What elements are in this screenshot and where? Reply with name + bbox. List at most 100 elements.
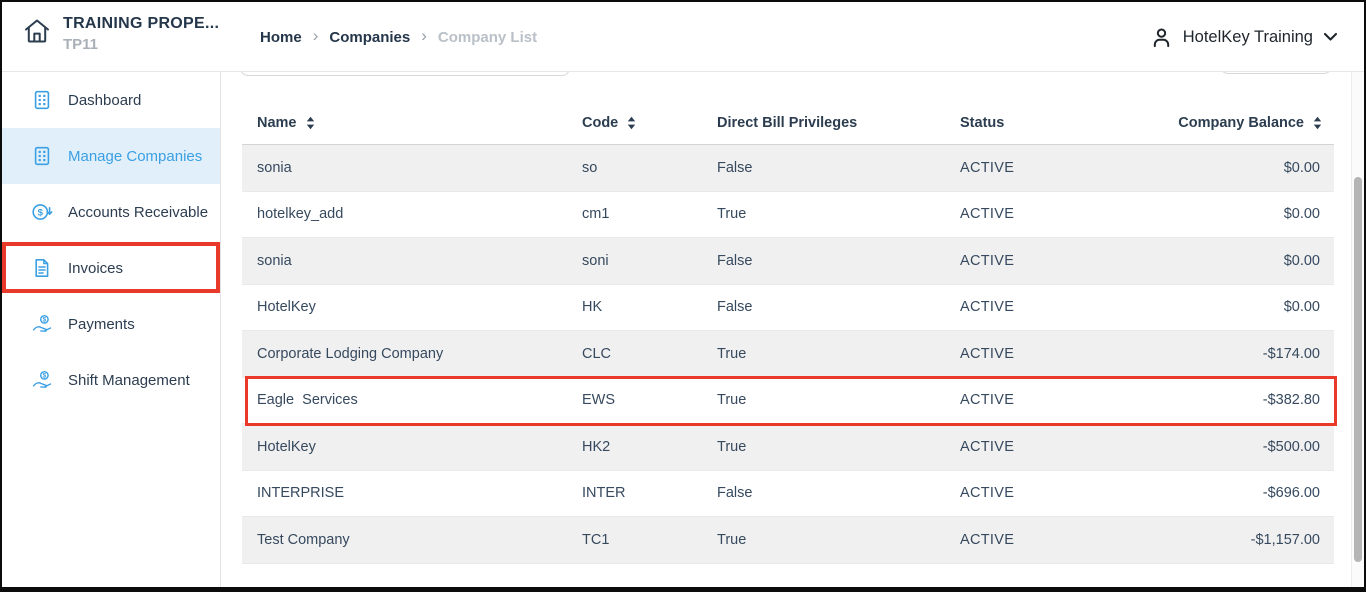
main-content: Name Code Direct Bill Privileges Status …	[222, 72, 1364, 587]
sidebar-item-label: Invoices	[68, 259, 124, 277]
sort-icon[interactable]	[306, 116, 315, 130]
cell-code: TC1	[582, 531, 610, 548]
person-icon	[1150, 26, 1173, 49]
table-row[interactable]: sonia soni False ACTIVE $0.00	[242, 238, 1334, 285]
sort-icon[interactable]	[627, 116, 636, 130]
home-icon	[22, 16, 52, 51]
sidebar-item-manage-companies[interactable]: Manage Companies	[2, 128, 220, 184]
cell-direct-bill-privileges: True	[717, 531, 747, 548]
cell-code: soni	[582, 252, 609, 269]
cell-name: hotelkey_add	[257, 206, 344, 223]
column-header-name[interactable]: Name	[242, 115, 567, 131]
sort-icon[interactable]	[1313, 116, 1322, 130]
sidebar-item-invoices[interactable]: Invoices	[2, 240, 220, 296]
sidebar-item-label: Manage Companies	[68, 147, 203, 165]
column-header-label: Direct Bill Privileges	[717, 115, 858, 131]
scrollbar[interactable]	[1351, 72, 1364, 587]
property-name: TRAINING PROPE...	[63, 15, 220, 32]
svg-text:$: $	[43, 317, 47, 324]
cell-company-balance: -$174.00	[1262, 345, 1320, 362]
cell-company-balance: -$696.00	[1262, 485, 1320, 502]
table-row[interactable]: Corporate Lodging Company CLC True ACTIV…	[242, 331, 1334, 378]
cell-status: ACTIVE	[960, 345, 1015, 362]
cell-name: HotelKey	[257, 438, 316, 455]
cell-direct-bill-privileges: False	[717, 299, 753, 316]
cell-company-balance: -$1,157.00	[1250, 531, 1320, 548]
cell-direct-bill-privileges: True	[717, 206, 747, 223]
table-row[interactable]: sonia so False ACTIVE $0.00	[242, 145, 1334, 192]
cell-code: INTER	[582, 485, 626, 502]
hand-coin-icon: $	[31, 369, 53, 391]
building-icon	[31, 145, 53, 167]
column-header-label: Company Balance	[1178, 115, 1304, 131]
toolbar-button-partial[interactable]	[1220, 72, 1332, 74]
cell-company-balance: $0.00	[1283, 299, 1320, 316]
cell-status: ACTIVE	[960, 252, 1015, 269]
scrollbar-thumb[interactable]	[1354, 177, 1362, 562]
column-header-direct-bill-privileges: Direct Bill Privileges	[702, 115, 945, 131]
cell-name: Corporate Lodging Company	[257, 345, 444, 362]
sidebar-item-label: Dashboard	[68, 91, 142, 109]
table-body: sonia so False ACTIVE $0.00 hotelkey_add…	[242, 145, 1337, 564]
sidebar-item-dashboard[interactable]: Dashboard	[2, 72, 220, 128]
building-icon	[31, 89, 53, 111]
dollar-circle-icon: $	[31, 201, 53, 223]
cell-name: Test Company	[257, 531, 350, 548]
column-header-label: Name	[257, 115, 297, 131]
sidebar-item-label: Payments	[68, 315, 135, 333]
cell-status: ACTIVE	[960, 531, 1015, 548]
table-header-row: Name Code Direct Bill Privileges Status …	[242, 102, 1334, 145]
cell-name: HotelKey	[257, 299, 316, 316]
cell-direct-bill-privileges: True	[717, 345, 747, 362]
column-header-label: Status	[960, 115, 1005, 131]
cell-code: cm1	[582, 206, 610, 223]
table-row[interactable]: Eagle Services EWS True ACTIVE -$382.80	[242, 375, 1337, 426]
cell-code: EWS	[582, 392, 616, 409]
cell-direct-bill-privileges: False	[717, 485, 753, 502]
table-row[interactable]: Test Company TC1 True ACTIVE -$1,157.00	[242, 517, 1334, 564]
sidebar-item-label: Shift Management	[68, 371, 190, 389]
sidebar-item-payments[interactable]: $ Payments	[2, 296, 220, 352]
cell-status: ACTIVE	[960, 206, 1015, 223]
table-row[interactable]: HotelKey HK False ACTIVE $0.00	[242, 284, 1334, 331]
sidebar-nav: Dashboard Manage Companies $ Accounts Re…	[2, 72, 221, 587]
table-row[interactable]: HotelKey HK2 True ACTIVE -$500.00	[242, 424, 1334, 471]
breadcrumb-company-list: Company List	[437, 28, 538, 46]
user-menu[interactable]: HotelKey Training	[1150, 2, 1338, 72]
search-input[interactable]	[240, 72, 570, 76]
top-bar: TRAINING PROPE... TP11 Home › Companies …	[2, 2, 1364, 72]
cell-status: ACTIVE	[960, 392, 1015, 409]
cell-direct-bill-privileges: False	[717, 159, 753, 176]
user-menu-label: HotelKey Training	[1182, 27, 1313, 46]
hand-coin-icon: $	[31, 313, 53, 335]
sidebar-item-label: Accounts Receivable	[68, 203, 209, 221]
cell-direct-bill-privileges: True	[717, 438, 747, 455]
table-row[interactable]: INTERPRISE INTER False ACTIVE -$696.00	[242, 470, 1334, 517]
cell-company-balance: $0.00	[1283, 159, 1320, 176]
svg-text:$: $	[38, 207, 44, 218]
cell-code: HK	[582, 299, 603, 316]
cell-status: ACTIVE	[960, 438, 1015, 455]
cell-code: HK2	[582, 438, 611, 455]
cell-status: ACTIVE	[960, 299, 1015, 316]
cell-status: ACTIVE	[960, 159, 1015, 176]
column-header-company-balance[interactable]: Company Balance	[1145, 115, 1334, 131]
sidebar-item-accounts-receivable[interactable]: $ Accounts Receivable	[2, 184, 220, 240]
cell-direct-bill-privileges: True	[717, 392, 747, 409]
chevron-down-icon	[1323, 32, 1338, 42]
breadcrumb-companies[interactable]: Companies	[329, 28, 411, 46]
cell-name: Eagle Services	[257, 392, 358, 409]
cell-company-balance: $0.00	[1283, 206, 1320, 223]
column-header-code[interactable]: Code	[567, 115, 702, 131]
breadcrumb-separator: ›	[421, 26, 427, 45]
cell-company-balance: -$382.80	[1262, 392, 1320, 409]
table-row[interactable]: hotelkey_add cm1 True ACTIVE $0.00	[242, 191, 1334, 238]
cell-status: ACTIVE	[960, 485, 1015, 502]
cell-name: sonia	[257, 159, 292, 176]
column-header-label: Code	[582, 115, 619, 131]
invoice-icon	[31, 257, 53, 279]
property-brand: TRAINING PROPE... TP11	[22, 13, 219, 55]
sidebar-item-shift-management[interactable]: $ Shift Management	[2, 352, 220, 408]
breadcrumb-home[interactable]: Home	[260, 28, 302, 46]
